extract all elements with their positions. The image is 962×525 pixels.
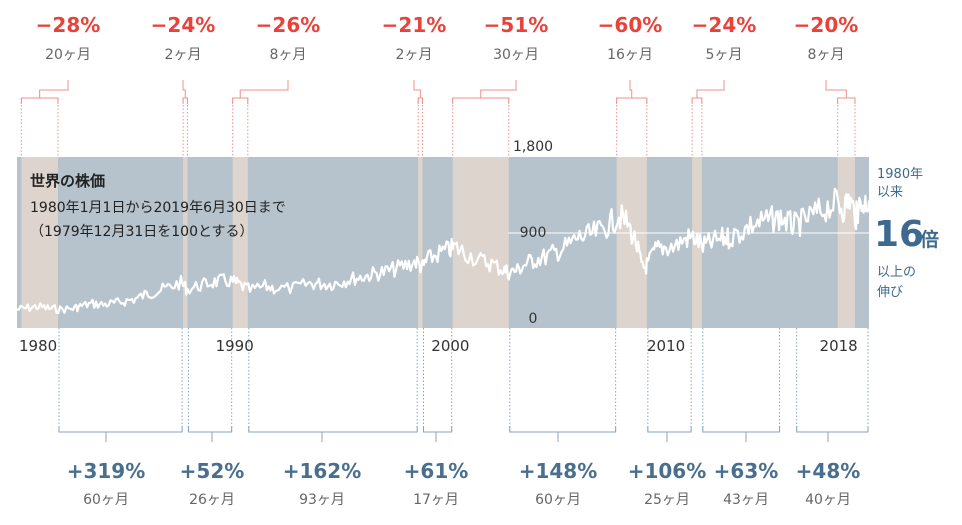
rally-bracket — [58, 426, 183, 433]
y-tick-labels: 1,800 900 0 — [513, 139, 553, 327]
chart-title: 世界の株価 — [30, 172, 105, 190]
x-tick-label: 2000 — [431, 337, 469, 355]
rally-bracket — [423, 426, 453, 433]
rally-pct-label: +319% — [67, 459, 146, 483]
decline-months-label: 2ヶ月 — [396, 47, 433, 63]
decline-bracket — [616, 97, 648, 104]
rally-months-label: 26ヶ月 — [189, 492, 235, 508]
decline-bracket — [232, 97, 249, 104]
decline-band — [837, 157, 855, 328]
rally-months-label: 40ヶ月 — [805, 492, 851, 508]
x-tick-label: 2018 — [820, 337, 858, 355]
rally-months-label: 93ヶ月 — [299, 492, 345, 508]
x-tick-label: 2010 — [647, 337, 685, 355]
decline-pct-label: −21% — [382, 13, 447, 37]
decline-band — [183, 157, 188, 328]
chart-subtitle-line1: 1980年1月1日から2019年6月30日まで — [30, 200, 286, 216]
rally-bracket — [187, 426, 233, 433]
annotation-line1: 1980年 — [877, 167, 923, 182]
x-tick-label: 1980 — [19, 337, 57, 355]
rally-bracket — [647, 426, 692, 433]
price-series-line — [16, 187, 871, 315]
decline-pct-label: −24% — [151, 13, 216, 37]
decline-leader — [182, 80, 186, 98]
rally-pct-label: +106% — [628, 459, 707, 483]
decline-bracket — [691, 97, 703, 104]
annotation-big-unit: 倍 — [920, 228, 939, 251]
decline-pct-label: −26% — [256, 13, 321, 37]
x-tick-labels: 1980 1990 2000 2010 2018 — [19, 337, 858, 355]
decline-pct-label: −20% — [794, 13, 859, 37]
decline-months-label: 16ヶ月 — [607, 47, 653, 63]
rally-bracket — [702, 426, 781, 433]
decline-pct-label: −51% — [484, 13, 549, 37]
decline-leader — [696, 80, 725, 98]
annotation-big-number: 16 — [874, 214, 924, 255]
decline-pct-label: −60% — [598, 13, 663, 37]
annotation-line2: 以来 — [877, 185, 903, 200]
rally-pct-label: +61% — [404, 459, 469, 483]
decline-bracket — [837, 97, 856, 104]
chart-subtitle-line2: （1979年12月31日を100とする） — [30, 224, 254, 240]
rally-bracket — [796, 426, 869, 433]
decline-leader — [629, 80, 633, 98]
decline-band — [232, 157, 248, 328]
rally-bracket — [248, 426, 418, 433]
rally-bracket — [509, 426, 617, 433]
decline-months-label: 2ヶ月 — [165, 47, 202, 63]
decline-bracket — [182, 97, 188, 104]
rally-months-label: 43ヶ月 — [723, 492, 769, 508]
decline-pct-label: −28% — [36, 13, 101, 37]
plot-background — [17, 157, 869, 328]
rally-months-label: 60ヶ月 — [535, 492, 581, 508]
rally-pct-label: +148% — [519, 459, 598, 483]
decline-pct-label: −24% — [692, 13, 757, 37]
decline-months-label: 8ヶ月 — [270, 47, 307, 63]
decline-leader — [39, 80, 69, 98]
decline-labels: −28% 20ヶ月 −24% 2ヶ月 −26% 8ヶ月 −21% 2ヶ月 −51% 30ヶ月 −60… — [36, 13, 859, 63]
rally-labels: +319% 60ヶ月 +52% 26ヶ月 +162% 93ヶ月 +61% 17ヶ月 +148% 6… — [67, 459, 861, 508]
y-tick-label: 0 — [529, 311, 538, 327]
x-tick-label: 1990 — [216, 337, 254, 355]
decline-leader — [825, 80, 847, 98]
decline-leader — [413, 80, 421, 98]
decline-months-label: 5ヶ月 — [706, 47, 743, 63]
annotation-line3: 以上の — [877, 265, 916, 280]
decline-bracket — [452, 97, 510, 104]
decline-band — [452, 157, 509, 328]
rally-pct-label: +48% — [796, 459, 861, 483]
growth-annotation: 1980年 以来 16 倍 以上の 伸び — [874, 167, 939, 300]
rally-months-label: 25ヶ月 — [644, 492, 690, 508]
rally-pct-label: +52% — [180, 459, 245, 483]
decline-leader — [239, 80, 289, 98]
decline-bracket — [417, 97, 424, 104]
y-tick-label: 900 — [520, 225, 547, 241]
y-tick-label: 1,800 — [513, 139, 553, 155]
annotation-line4: 伸び — [877, 285, 903, 300]
decline-band — [21, 157, 58, 328]
decline-months-label: 8ヶ月 — [808, 47, 845, 63]
decline-months-label: 30ヶ月 — [493, 47, 539, 63]
rally-pct-label: +63% — [714, 459, 779, 483]
decline-bracket — [20, 97, 59, 104]
rally-months-label: 17ヶ月 — [413, 492, 459, 508]
rally-pct-label: +162% — [283, 459, 362, 483]
price-line — [16, 187, 871, 315]
decline-leader — [480, 80, 517, 98]
rally-months-label: 60ヶ月 — [83, 492, 129, 508]
decline-months-label: 20ヶ月 — [45, 47, 91, 63]
decline-band — [418, 157, 423, 328]
